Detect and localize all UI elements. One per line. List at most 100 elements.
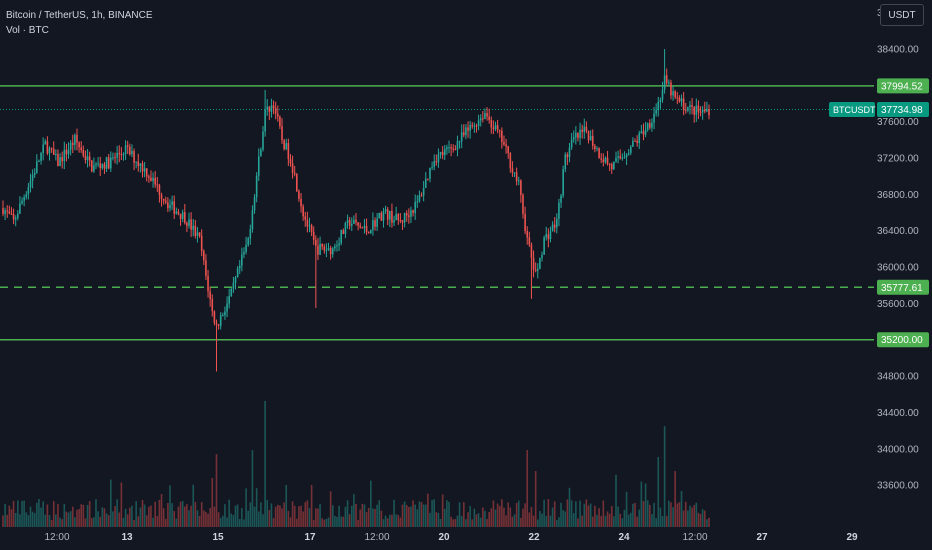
symbol-title[interactable]: Bitcoin / TetherUS, 1h, BINANCE bbox=[6, 10, 153, 21]
candle-body bbox=[627, 152, 630, 155]
candle-body bbox=[46, 141, 49, 154]
candle-body bbox=[450, 147, 452, 149]
volume-bar bbox=[391, 514, 393, 527]
volume-bar bbox=[475, 514, 478, 527]
candle-body bbox=[131, 151, 133, 155]
volume-bar bbox=[224, 504, 226, 527]
volume-bar bbox=[604, 515, 607, 527]
volume-bar bbox=[257, 511, 260, 527]
volume-bar bbox=[513, 514, 516, 527]
volume-bar bbox=[424, 504, 427, 527]
volume-bar bbox=[329, 491, 332, 527]
candle-body bbox=[222, 315, 224, 317]
volume-bar bbox=[107, 515, 110, 527]
candle-body bbox=[245, 244, 247, 252]
volume-bar bbox=[699, 513, 702, 527]
volume-bar bbox=[676, 503, 679, 527]
volume-bar bbox=[302, 511, 304, 527]
candle-body bbox=[437, 154, 440, 163]
volume-bar bbox=[247, 510, 249, 527]
volume-bar bbox=[348, 514, 351, 527]
candle-body bbox=[344, 222, 347, 234]
candle-body bbox=[463, 132, 465, 136]
volume-bar bbox=[441, 494, 444, 527]
candle-body bbox=[190, 219, 192, 230]
candle-body bbox=[403, 213, 406, 223]
volume-bar bbox=[498, 506, 501, 527]
volume-bar bbox=[321, 518, 323, 527]
candle-body bbox=[465, 127, 467, 136]
candle-body bbox=[196, 232, 199, 236]
candles bbox=[2, 49, 710, 372]
volume-bar bbox=[617, 506, 619, 527]
candle-body bbox=[619, 156, 622, 159]
volume-bar bbox=[532, 515, 535, 527]
candle-body bbox=[19, 203, 21, 214]
volume-bar bbox=[80, 504, 83, 527]
candle-body bbox=[443, 149, 446, 156]
candle-body bbox=[414, 201, 416, 213]
candle-body bbox=[12, 213, 15, 220]
candle-body bbox=[566, 154, 569, 158]
volume-bar bbox=[471, 519, 474, 527]
x-tick-label: 17 bbox=[304, 532, 316, 543]
candle-body bbox=[120, 154, 123, 156]
price-axis[interactable]: 39200.0038800.0038400.0037600.0037200.00… bbox=[877, 0, 919, 492]
candle-body bbox=[657, 102, 660, 111]
volume-bar bbox=[448, 501, 450, 527]
volume-bar bbox=[143, 504, 146, 527]
candle-body bbox=[469, 124, 471, 131]
candle-body bbox=[304, 216, 307, 220]
volume-bar bbox=[522, 508, 524, 527]
volume-bar bbox=[708, 517, 710, 527]
volume-bar bbox=[308, 508, 311, 527]
candle-body bbox=[97, 163, 99, 165]
volume-bar bbox=[634, 503, 636, 527]
currency-button[interactable]: USDT bbox=[880, 4, 924, 26]
x-tick-label: 12:00 bbox=[44, 532, 69, 543]
candle-body bbox=[570, 139, 573, 148]
candle-body bbox=[312, 232, 315, 240]
candle-body bbox=[27, 187, 30, 195]
candle-body bbox=[649, 123, 651, 128]
candle-body bbox=[372, 220, 374, 230]
candle-body bbox=[90, 160, 93, 172]
candle-body bbox=[177, 211, 180, 214]
candle-body bbox=[156, 184, 159, 186]
volume-bar bbox=[234, 505, 237, 527]
candle-body bbox=[558, 202, 560, 219]
volume-bar bbox=[183, 506, 186, 527]
x-tick-label: 27 bbox=[756, 532, 768, 543]
candle-body bbox=[186, 222, 188, 226]
volume-bar bbox=[568, 487, 571, 527]
volume-bar bbox=[608, 513, 611, 527]
volume-bar bbox=[203, 510, 205, 527]
candle-body bbox=[122, 154, 125, 156]
time-axis[interactable]: 12:00 13 15 17 12:00 20 22 24 12:00 27 29 bbox=[44, 532, 858, 543]
volume-bar bbox=[10, 509, 13, 527]
volume-bar bbox=[632, 503, 634, 527]
volume-indicator-label[interactable]: Vol · BTC bbox=[6, 25, 49, 36]
y-tick-label: 37600.00 bbox=[877, 117, 919, 128]
volume-bar bbox=[610, 506, 613, 527]
candle-body bbox=[251, 210, 254, 230]
candle-body bbox=[93, 165, 95, 172]
x-tick-label: 13 bbox=[121, 532, 133, 543]
volume-bar bbox=[422, 504, 425, 527]
candle-body bbox=[348, 220, 351, 226]
volume-bar bbox=[465, 519, 467, 527]
volume-bar bbox=[179, 501, 182, 527]
volume-bar bbox=[38, 499, 40, 527]
volume-bar bbox=[613, 516, 615, 527]
candle-body bbox=[551, 224, 554, 232]
volume-bar bbox=[120, 482, 123, 527]
candle-body bbox=[363, 225, 366, 229]
volume-bar bbox=[697, 512, 700, 527]
volume-bar bbox=[319, 504, 321, 527]
candle-body bbox=[384, 209, 387, 212]
candle-body bbox=[454, 148, 457, 150]
candle-body bbox=[137, 161, 140, 166]
candle-body bbox=[264, 109, 266, 132]
